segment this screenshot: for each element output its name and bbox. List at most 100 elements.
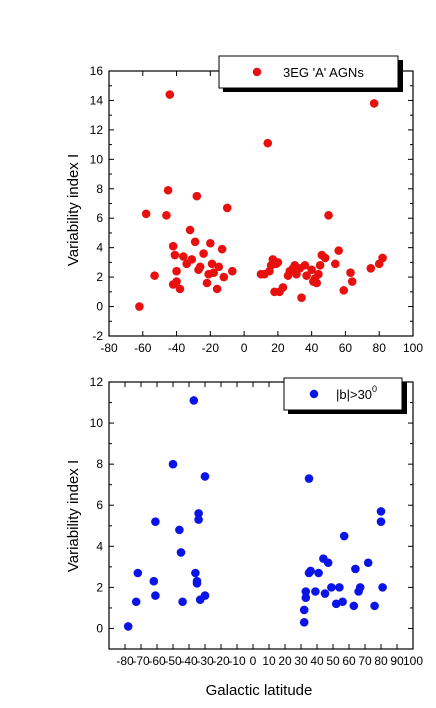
bottom-x-tick-label: -20 xyxy=(212,654,230,668)
top-x-tick-label: 20 xyxy=(271,341,285,355)
bottom-plot-frame xyxy=(108,381,414,650)
bottom-x-tick-label: -80 xyxy=(116,654,134,668)
bottom-legend: |b|>300 xyxy=(283,377,407,414)
top-y-tick-label: -2 xyxy=(92,329,103,343)
top-data-point xyxy=(162,210,171,220)
bottom-data-point xyxy=(176,548,186,557)
top-data-point xyxy=(300,261,310,270)
bottom-x-tick-label: 80 xyxy=(374,654,388,668)
top-data-point xyxy=(314,269,323,279)
bottom-x-tick-label: 40 xyxy=(310,654,324,668)
top-data-point xyxy=(175,284,185,294)
bottom-x-tick-label: 50 xyxy=(326,654,340,668)
bottom-data-point xyxy=(149,576,159,586)
top-data-point xyxy=(346,268,355,277)
top-data-point xyxy=(297,293,306,303)
bottom-data-point xyxy=(304,474,314,483)
top-x-tick-label: -80 xyxy=(100,341,118,355)
bottom-y-tick-label: 2 xyxy=(96,580,103,594)
bottom-data-point xyxy=(123,622,133,631)
top-y-tick-label: 4 xyxy=(96,241,103,255)
bottom-data-point xyxy=(200,472,210,481)
top-legend-shadow-bottom xyxy=(223,88,403,92)
top-data-point xyxy=(339,286,349,295)
top-data-point xyxy=(324,210,333,220)
top-x-tick-label: 40 xyxy=(305,341,319,355)
bottom-data-point xyxy=(370,601,379,611)
top-data-point xyxy=(165,90,175,99)
bottom-data-point xyxy=(301,587,311,596)
bottom-data-point xyxy=(363,558,373,568)
top-data-point xyxy=(170,250,180,260)
bottom-data-point xyxy=(351,564,360,574)
bottom-y-axis-label: Variability index I xyxy=(65,460,82,572)
bottom-x-tick-label: -30 xyxy=(196,654,214,668)
top-data-point xyxy=(179,252,188,261)
bottom-x-axis-label: Galactic latitude xyxy=(206,682,313,699)
bottom-data-point xyxy=(314,568,323,578)
top-data-point xyxy=(312,278,322,288)
bottom-data-point xyxy=(189,396,199,405)
top-data-point xyxy=(227,266,237,276)
top-data-point xyxy=(172,266,181,276)
bottom-data-point xyxy=(335,583,344,592)
bottom-legend-box xyxy=(283,377,403,411)
top-data-point xyxy=(347,277,357,286)
top-data-point xyxy=(135,302,144,311)
bottom-x-tick-label: 70 xyxy=(358,654,372,668)
top-data-point xyxy=(378,253,387,263)
top-data-point xyxy=(307,265,316,275)
top-y-tick-label: 12 xyxy=(90,123,104,137)
bottom-y-tick-label: 10 xyxy=(90,416,104,430)
top-data-point xyxy=(168,241,178,251)
bottom-data-point xyxy=(133,568,143,578)
bottom-x-tick-label: 20 xyxy=(278,654,292,668)
top-legend: 3EG 'A' AGNs xyxy=(218,55,403,92)
bottom-y-tick-label: 8 xyxy=(96,457,103,471)
bottom-data-point xyxy=(349,601,359,611)
top-data-point xyxy=(217,244,227,254)
bottom-data-point xyxy=(320,589,330,598)
bottom-x-tick-label: -40 xyxy=(180,654,198,668)
top-data-point xyxy=(214,262,224,272)
bottom-data-point xyxy=(131,597,141,607)
top-legend-label: 3EG 'A' AGNs xyxy=(283,65,364,80)
top-data-point xyxy=(366,263,376,273)
bottom-data-point xyxy=(323,558,333,568)
bottom-legend-marker xyxy=(309,389,319,399)
bottom-legend-shadow-bottom xyxy=(288,410,407,414)
top-data-point xyxy=(141,209,151,219)
top-x-tick-label: 100 xyxy=(403,341,423,355)
bottom-x-tick-label: 90 xyxy=(390,654,404,668)
bottom-data-point xyxy=(192,576,202,586)
top-data-point xyxy=(273,258,283,267)
top-data-point xyxy=(190,237,200,247)
top-data-point xyxy=(369,99,379,108)
top-data-point xyxy=(263,138,273,148)
top-points xyxy=(135,90,387,311)
bottom-data-point xyxy=(178,597,187,607)
top-data-point xyxy=(202,278,212,288)
bottom-data-point xyxy=(339,531,349,541)
bottom-x-tick-label: -60 xyxy=(148,654,166,668)
bottom-data-point xyxy=(338,597,347,607)
bottom-data-point xyxy=(168,459,178,469)
top-x-tick-label: -60 xyxy=(134,341,152,355)
bottom-data-point xyxy=(299,618,309,627)
bottom-points xyxy=(123,396,387,631)
bottom-data-point xyxy=(378,583,387,592)
bottom-legend-label: |b|>300 xyxy=(336,384,377,402)
top-data-point xyxy=(195,262,205,272)
top-data-point xyxy=(187,255,197,264)
bottom-x-tick-label: 0 xyxy=(250,654,257,668)
bottom-data-point xyxy=(194,515,203,524)
top-data-point xyxy=(331,259,340,269)
bottom-legend-label-sup: 0 xyxy=(372,384,377,394)
top-legend-box xyxy=(218,55,399,89)
top-data-point xyxy=(302,271,311,280)
bottom-y-tick-label: 6 xyxy=(96,498,103,512)
bottom-y-tick-label: 0 xyxy=(96,621,103,635)
bottom-axes: -80-70-60-50-40-30-20-10 0 10 20 30 40 50 60 70 8… xyxy=(90,375,424,668)
top-y-tick-label: 16 xyxy=(90,64,104,78)
top-data-point xyxy=(199,249,208,258)
